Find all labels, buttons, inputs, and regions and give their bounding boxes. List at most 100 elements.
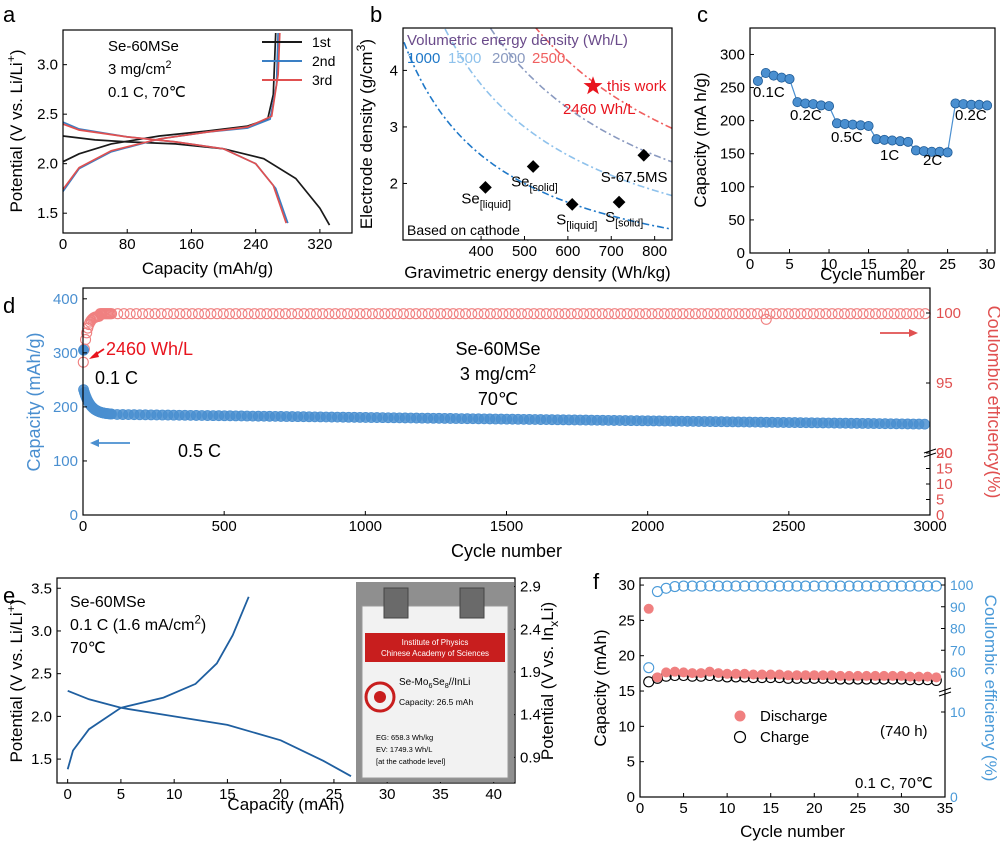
data-point — [637, 148, 651, 162]
ce-point — [124, 308, 136, 320]
ce-point — [553, 308, 565, 320]
ce-point — [149, 308, 161, 320]
x-tick-label: 15 — [762, 800, 779, 817]
ce-point — [907, 308, 919, 320]
ce-point — [671, 308, 683, 320]
photo-text: EV: 1749.3 Wh/L — [376, 745, 432, 754]
ce-point — [261, 308, 273, 320]
y2-tick-label: 90 — [936, 445, 953, 462]
x-tick-label: 1000 — [349, 518, 382, 535]
discharge-point — [852, 670, 863, 681]
ce-point — [801, 308, 813, 320]
this-work-label: this work — [607, 78, 667, 95]
discharge-point — [730, 668, 741, 679]
y-tick-label: 0 — [737, 245, 745, 262]
ce-point — [491, 308, 503, 320]
data-point — [479, 181, 492, 194]
x-tick-label: 15 — [219, 786, 236, 803]
ce-point — [453, 308, 465, 320]
y-tick-label: 300 — [53, 345, 78, 362]
iso-label: 2000 — [492, 50, 525, 67]
series-line — [62, 32, 279, 192]
ce-point — [652, 308, 664, 320]
ce-point — [712, 580, 724, 592]
y-tick-label: 4 — [390, 62, 398, 79]
ce-point — [161, 308, 173, 320]
x-tick-label: 3000 — [913, 518, 946, 535]
plot-frame — [749, 27, 996, 254]
plot-frame — [56, 577, 516, 784]
discharge-point — [879, 670, 889, 681]
x-tick-label: 15 — [860, 256, 877, 273]
ce-point — [765, 580, 777, 592]
y-tick-label: 3 — [390, 119, 398, 136]
ce-point — [913, 580, 925, 592]
annotation: 0.1 C, 70℃ — [855, 775, 933, 792]
arrow-head — [909, 329, 918, 337]
discharge-point — [713, 668, 724, 679]
ce-point — [882, 308, 894, 320]
y-tick-label: 1.5 — [37, 205, 58, 222]
point-label: S[liquid] — [556, 211, 597, 232]
ce-point — [584, 308, 596, 320]
y-tick-label: 3.0 — [37, 57, 58, 74]
ce-point — [852, 580, 864, 592]
ce-point — [81, 327, 93, 339]
y-tick-label: 2.0 — [31, 708, 52, 725]
ce-point — [919, 308, 931, 320]
discharge-point — [844, 670, 855, 681]
discharge-line — [67, 689, 352, 777]
ce-point — [782, 580, 794, 592]
y2-tick-label: 90 — [950, 599, 966, 615]
x-tick-label: 5 — [679, 800, 687, 817]
cell-tab — [383, 587, 409, 619]
ce-point — [733, 308, 745, 320]
panel-label: b — [370, 2, 382, 27]
x-tick-label: 500 — [212, 518, 237, 535]
text-span: 6 — [428, 681, 432, 690]
x-axis-label: Cycle number — [820, 265, 925, 284]
text-span: 3 mg/cm — [108, 61, 166, 78]
ce-point — [385, 308, 397, 320]
x-tick-label: 10 — [821, 256, 838, 273]
photo-text: Se-Mo6Se8//InLi — [399, 677, 470, 690]
text-span: Potential (V vs. In — [538, 627, 557, 760]
ce-point — [747, 580, 759, 592]
x-axis-label: Gravimetric energy density (Wh/kg) — [404, 263, 670, 282]
text-span: 2 — [194, 615, 200, 627]
x-tick-label: 0 — [636, 800, 644, 817]
y-tick-label: 250 — [720, 80, 745, 97]
legend-marker — [734, 710, 746, 722]
discharge-point — [887, 670, 898, 681]
ce-point — [895, 580, 907, 592]
y-tick-label: 10 — [618, 718, 635, 735]
ce-point — [826, 580, 838, 592]
ce-point — [248, 308, 260, 320]
legend-label: 3rd — [312, 72, 332, 88]
ce-point — [460, 308, 472, 320]
x-tick-label: 80 — [119, 236, 136, 253]
discharge-point — [765, 669, 776, 680]
ce-point — [186, 308, 198, 320]
text-span: Electrode density (g/cm — [357, 51, 376, 229]
ce-point — [643, 662, 655, 674]
text-span: //InLi — [449, 677, 471, 688]
ce-point — [596, 308, 608, 320]
ce-point — [878, 580, 890, 592]
x-tick-label: 20 — [806, 800, 823, 817]
ce-point — [509, 308, 521, 320]
ce-point — [609, 308, 621, 320]
text-span: [solid] — [615, 218, 643, 230]
y-axis-label: Capacity (mA h/g) — [691, 72, 710, 207]
discharge-point — [905, 671, 916, 682]
axis-break — [923, 448, 937, 454]
y2-tick-label: 95 — [936, 375, 953, 392]
ce-point — [112, 308, 124, 320]
ce-point — [515, 308, 528, 320]
panel-label: d — [3, 293, 15, 318]
photo-text: EG: 658.3 Wh/kg — [376, 733, 433, 742]
x-tick-label: 25 — [326, 786, 343, 803]
ce-point — [168, 308, 180, 320]
text-span: Potential (V vs. Li/Li — [7, 62, 26, 212]
discharge-point — [931, 672, 942, 683]
